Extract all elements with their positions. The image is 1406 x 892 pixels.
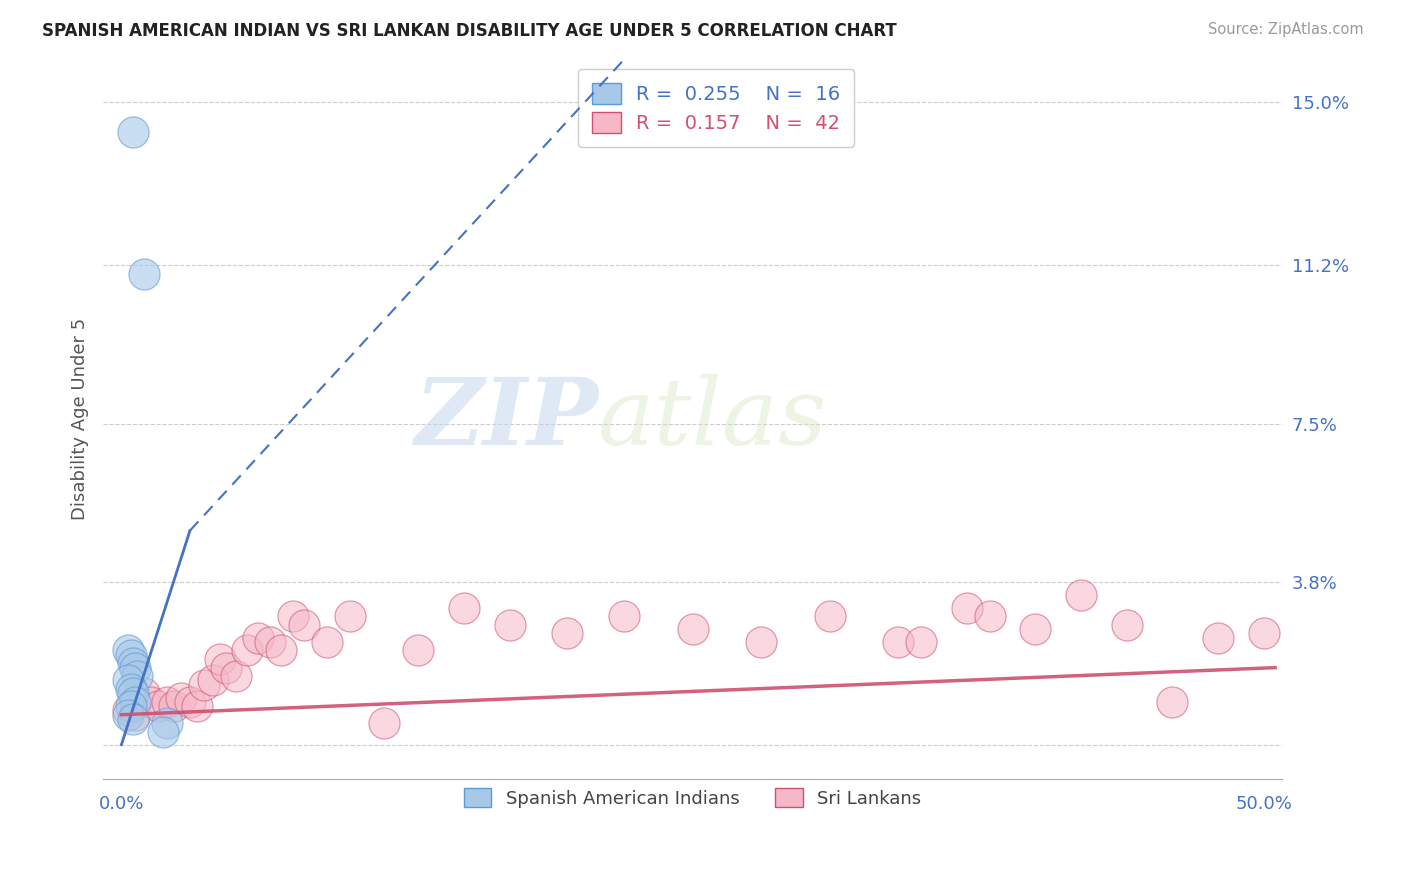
Point <box>373 716 395 731</box>
Text: Source: ZipAtlas.com: Source: ZipAtlas.com <box>1208 22 1364 37</box>
Point <box>117 707 139 722</box>
Point <box>179 695 201 709</box>
Point <box>749 635 772 649</box>
Point <box>201 673 224 688</box>
Point <box>1206 631 1229 645</box>
Point <box>1070 588 1092 602</box>
Point <box>117 643 139 657</box>
Point <box>121 657 143 671</box>
Point <box>215 660 238 674</box>
Point <box>156 716 179 731</box>
Point <box>120 681 142 696</box>
Point <box>236 643 259 657</box>
Point <box>247 631 270 645</box>
Point <box>339 609 361 624</box>
Point <box>170 690 193 705</box>
Text: ZIP: ZIP <box>413 375 598 464</box>
Point <box>682 622 704 636</box>
Point <box>139 695 162 709</box>
Point <box>453 600 475 615</box>
Point <box>208 652 231 666</box>
Point <box>613 609 636 624</box>
Point <box>117 673 139 688</box>
Text: atlas: atlas <box>598 375 828 464</box>
Point <box>156 695 179 709</box>
Point <box>163 699 186 714</box>
Point <box>127 669 149 683</box>
Point <box>979 609 1001 624</box>
Point <box>1161 695 1184 709</box>
Point <box>121 125 143 139</box>
Point <box>1253 626 1275 640</box>
Point <box>120 648 142 662</box>
Legend: Spanish American Indians, Sri Lankans: Spanish American Indians, Sri Lankans <box>456 779 931 817</box>
Point <box>910 635 932 649</box>
Point <box>281 609 304 624</box>
Point <box>499 617 522 632</box>
Point <box>124 660 146 674</box>
Point <box>259 635 281 649</box>
Point <box>887 635 910 649</box>
Point <box>270 643 292 657</box>
Text: 0.0%: 0.0% <box>98 796 143 814</box>
Text: SPANISH AMERICAN INDIAN VS SRI LANKAN DISABILITY AGE UNDER 5 CORRELATION CHART: SPANISH AMERICAN INDIAN VS SRI LANKAN DI… <box>42 22 897 40</box>
Y-axis label: Disability Age Under 5: Disability Age Under 5 <box>72 318 89 520</box>
Point <box>292 617 315 632</box>
Point <box>225 669 247 683</box>
Point <box>152 724 174 739</box>
Point <box>408 643 430 657</box>
Point <box>117 703 139 717</box>
Point <box>124 707 146 722</box>
Point <box>120 699 142 714</box>
Point <box>121 686 143 700</box>
Point <box>124 695 146 709</box>
Point <box>134 267 156 281</box>
Point <box>134 686 156 700</box>
Point <box>193 678 215 692</box>
Point <box>121 712 143 726</box>
Text: 50.0%: 50.0% <box>1236 796 1292 814</box>
Point <box>818 609 841 624</box>
Point <box>186 699 208 714</box>
Point <box>1115 617 1137 632</box>
Point <box>555 626 578 640</box>
Point <box>1024 622 1046 636</box>
Point <box>316 635 339 649</box>
Point <box>956 600 979 615</box>
Point <box>146 699 169 714</box>
